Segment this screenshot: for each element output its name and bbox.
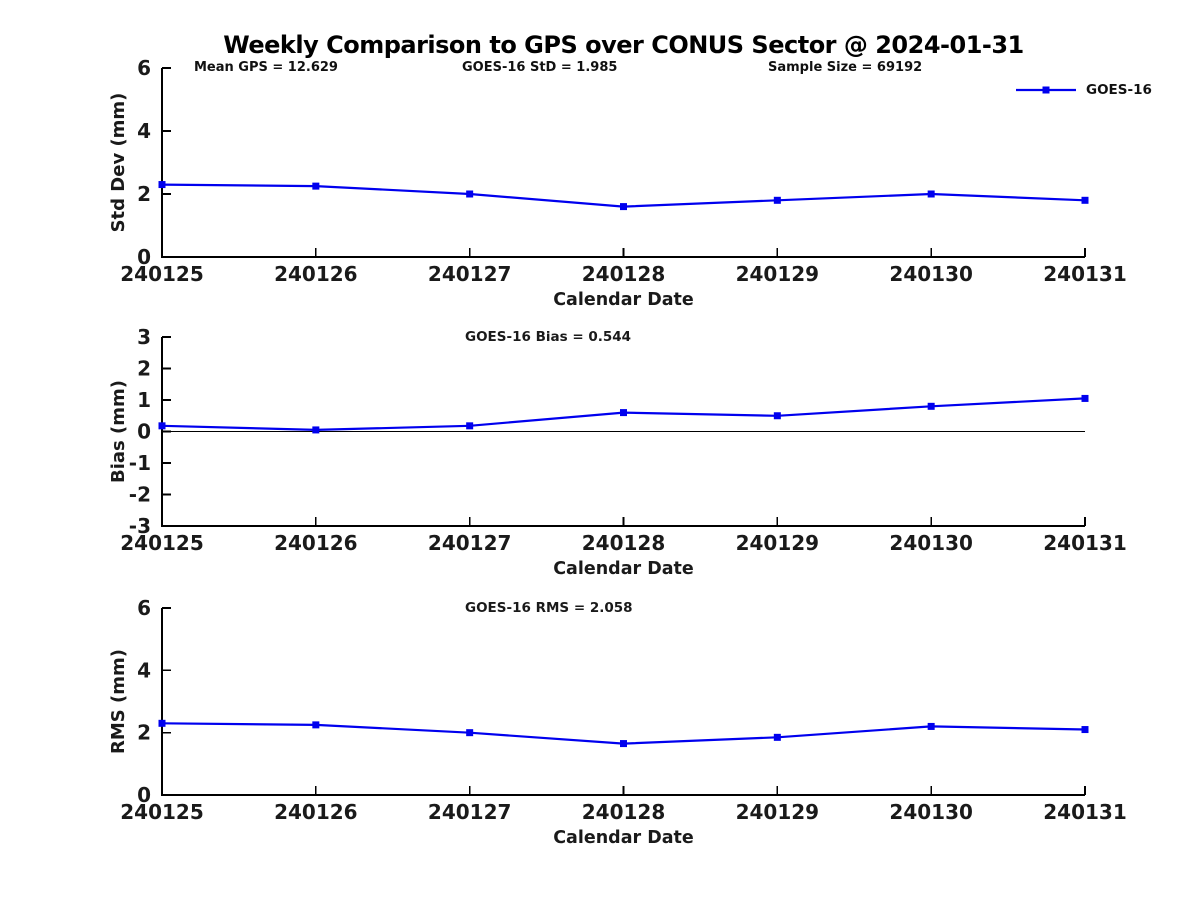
x-tick-label: 240131 <box>1043 800 1127 824</box>
subplot-title: GOES-16 RMS = 2.058 <box>465 600 633 616</box>
x-tick-label: 240128 <box>582 531 666 555</box>
page-title: Weekly Comparison to GPS over CONUS Sect… <box>223 31 1024 59</box>
data-point-marker <box>927 190 935 198</box>
data-point-marker <box>158 719 166 727</box>
x-tick-label: 240125 <box>120 800 204 824</box>
x-tick-label: 240126 <box>274 531 358 555</box>
x-tick-label: 240129 <box>736 262 820 286</box>
x-tick-label: 240127 <box>428 262 512 286</box>
y-tick-label: 2 <box>137 357 151 381</box>
x-tick-label: 240127 <box>428 531 512 555</box>
data-point-marker <box>773 412 781 420</box>
data-point-marker <box>927 722 935 730</box>
y-tick-label: 6 <box>137 56 151 80</box>
data-point-marker <box>1081 726 1089 734</box>
x-tick-label: 240130 <box>889 800 973 824</box>
legend-line-marker-icon <box>1016 86 1076 94</box>
y-tick-label: 0 <box>137 783 151 807</box>
data-point-marker <box>466 190 474 198</box>
x-axis-label: Calendar Date <box>553 290 694 310</box>
data-point-marker <box>312 182 320 190</box>
data-point-marker <box>620 409 627 417</box>
x-tick-label: 240128 <box>582 262 666 286</box>
y-axis-label: Bias (mm) <box>108 380 129 483</box>
x-tick-label: 240131 <box>1043 262 1127 286</box>
y-tick-label: 6 <box>137 596 151 620</box>
y-tick-label: -3 <box>129 514 151 538</box>
subplot-title: GOES-16 Bias = 0.544 <box>465 329 631 345</box>
x-tick-label: 240130 <box>889 262 973 286</box>
y-tick-label: 4 <box>137 119 151 143</box>
y-tick-label: 2 <box>137 721 151 745</box>
y-tick-label: 0 <box>137 245 151 269</box>
x-tick-label: 240126 <box>274 262 358 286</box>
data-point-marker <box>620 740 627 748</box>
y-tick-label: 2 <box>137 182 151 206</box>
data-point-marker <box>1081 394 1089 402</box>
legend-label: GOES-16 <box>1086 82 1152 98</box>
data-point-marker <box>158 422 166 430</box>
axis-spines <box>161 608 1085 796</box>
x-tick-label: 240128 <box>582 800 666 824</box>
x-axis-label: Calendar Date <box>553 828 694 848</box>
x-tick-label: 240129 <box>736 800 820 824</box>
annotation-goes16-std: GOES-16 StD = 1.985 <box>462 60 618 75</box>
x-tick-label: 240129 <box>736 531 820 555</box>
data-point-marker <box>1081 196 1089 204</box>
y-tick-label: 4 <box>137 658 151 682</box>
x-tick-label: 240131 <box>1043 531 1127 555</box>
y-tick-label: -1 <box>129 451 151 475</box>
x-tick-label: 240130 <box>889 531 973 555</box>
y-tick-label: -2 <box>129 483 151 507</box>
annotation-mean-gps: Mean GPS = 12.629 <box>194 60 338 75</box>
y-tick-label: 0 <box>137 420 151 444</box>
data-point-marker <box>312 721 320 729</box>
axis-spines <box>161 68 1085 258</box>
legend: GOES-16 <box>1014 82 1152 98</box>
data-point-marker <box>773 733 781 741</box>
y-tick-label: 3 <box>137 325 151 349</box>
y-axis-label: Std Dev (mm) <box>108 93 129 233</box>
data-point-marker <box>312 426 320 434</box>
x-tick-label: 240125 <box>120 531 204 555</box>
y-axis-label: RMS (mm) <box>108 649 129 754</box>
x-tick-label: 240127 <box>428 800 512 824</box>
data-point-marker <box>158 181 166 189</box>
data-point-marker <box>620 203 627 211</box>
data-point-marker <box>466 729 474 737</box>
x-axis-label: Calendar Date <box>553 559 694 579</box>
data-point-marker <box>927 402 935 410</box>
y-tick-label: 1 <box>137 388 151 412</box>
annotation-sample-size: Sample Size = 69192 <box>768 60 923 75</box>
x-tick-label: 240126 <box>274 800 358 824</box>
x-tick-label: 240125 <box>120 262 204 286</box>
data-point-marker <box>773 196 781 204</box>
data-point-marker <box>466 422 474 430</box>
